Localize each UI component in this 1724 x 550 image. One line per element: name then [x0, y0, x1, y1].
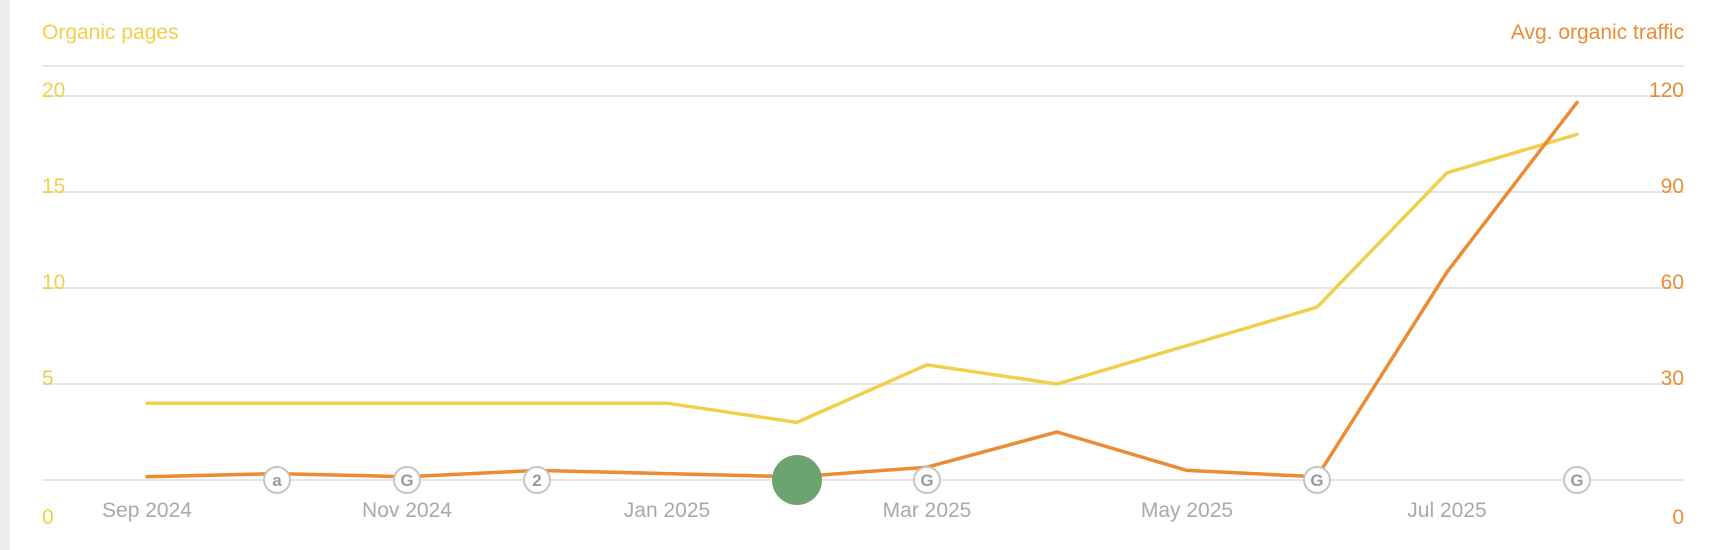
event-marker-circle	[913, 466, 941, 494]
x-axis-tick-label: May 2025	[1141, 499, 1233, 522]
left-axis-tick-label: 0	[42, 506, 54, 529]
event-marker[interactable]: G	[1303, 466, 1331, 494]
event-marker-circle	[393, 466, 421, 494]
x-axis-tick-label: Jan 2025	[624, 499, 710, 522]
right-axis-tick-label: 90	[1661, 175, 1684, 198]
event-marker[interactable]: a	[263, 466, 291, 494]
left-axis-title: Organic pages	[42, 21, 179, 44]
right-axis-ticks: 0 30 60 90 120	[1649, 79, 1684, 529]
event-marker-label: 2	[532, 471, 541, 490]
event-marker-circle	[523, 466, 551, 494]
highlight-marker[interactable]	[772, 455, 822, 505]
event-marker-label: G	[400, 471, 413, 490]
right-axis-tick-label: 60	[1661, 271, 1684, 294]
right-axis-tick-label: 120	[1649, 79, 1684, 102]
x-axis-tick-label: Nov 2024	[362, 499, 452, 522]
event-marker-circle	[1303, 466, 1331, 494]
event-marker-circle	[1563, 466, 1591, 494]
event-marker[interactable]: G	[913, 466, 941, 494]
event-marker[interactable]: G	[1563, 466, 1591, 494]
event-marker-label: a	[272, 471, 282, 490]
highlight-dot[interactable]	[772, 455, 822, 505]
event-marker[interactable]: 2	[523, 466, 551, 494]
series-lines	[145, 100, 1579, 479]
event-marker-label: G	[1570, 471, 1583, 490]
series-line	[145, 132, 1579, 425]
x-axis-tick-label: Mar 2025	[883, 499, 972, 522]
event-marker[interactable]: G	[393, 466, 421, 494]
left-axis-tick-label: 20	[42, 79, 65, 102]
event-marker-label: G	[920, 471, 933, 490]
left-axis-ticks: 0 5 10 15 20	[42, 79, 65, 529]
series-line	[145, 100, 1579, 479]
right-axis-tick-label: 30	[1661, 367, 1684, 390]
left-axis-tick-label: 10	[42, 271, 65, 294]
x-axis-tick-label: Jul 2025	[1407, 499, 1486, 522]
right-axis-title: Avg. organic traffic	[1511, 21, 1684, 44]
left-axis-tick-label: 15	[42, 175, 65, 198]
event-marker-circle	[263, 466, 291, 494]
event-markers[interactable]: a G 2 G G G	[263, 466, 1591, 494]
x-axis-tick-label: Sep 2024	[102, 499, 192, 522]
x-axis-ticks: Sep 2024 Nov 2024 Jan 2025 Mar 2025 May 2025…	[102, 499, 1487, 522]
left-axis-tick-label: 5	[42, 367, 54, 390]
gridlines	[42, 65, 1684, 481]
right-axis-tick-label: 0	[1672, 506, 1684, 529]
event-marker-label: G	[1310, 471, 1323, 490]
